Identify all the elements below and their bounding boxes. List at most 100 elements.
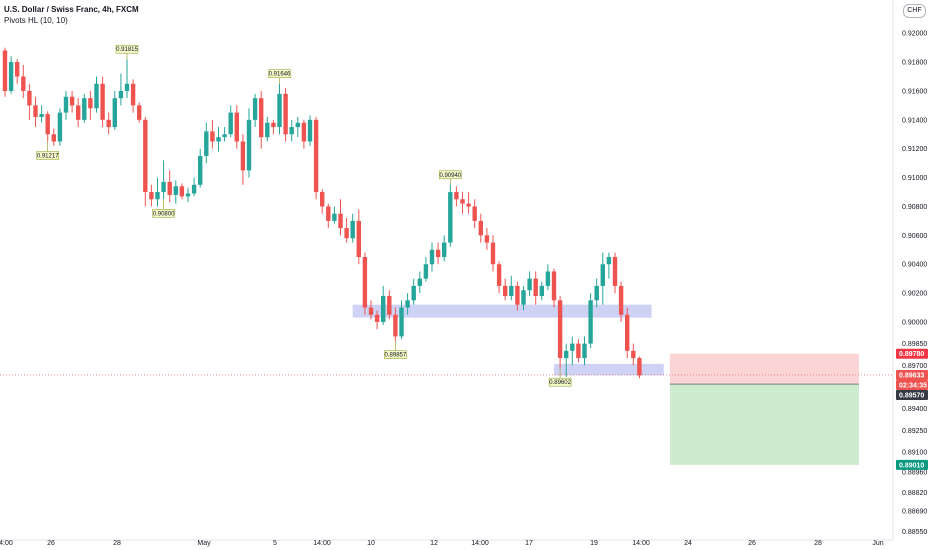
candle[interactable] [393,314,398,337]
candle[interactable] [435,249,441,258]
candle[interactable] [564,350,569,359]
candle[interactable] [557,300,563,359]
candle[interactable] [51,134,56,142]
candle[interactable] [246,119,252,171]
candle[interactable] [374,314,380,322]
support-zone[interactable] [554,363,664,376]
candle[interactable] [326,206,331,221]
candle[interactable] [45,114,50,135]
candle[interactable] [210,131,215,142]
candle[interactable] [411,285,416,301]
candle[interactable] [33,105,38,117]
take-profit-zone[interactable] [669,384,859,465]
candle[interactable] [271,122,276,128]
candle[interactable] [582,343,587,359]
candle[interactable] [472,206,477,221]
candle[interactable] [594,285,599,301]
candle[interactable] [179,186,185,197]
candle[interactable] [533,278,538,296]
candle[interactable] [228,112,233,135]
candle[interactable] [442,242,447,258]
candle[interactable] [130,83,136,106]
candle[interactable] [100,83,105,120]
candle[interactable] [320,192,325,207]
candle[interactable] [381,295,386,322]
candle[interactable] [283,93,288,135]
candle[interactable] [88,98,93,109]
candle[interactable] [155,192,160,200]
currency-badge[interactable]: CHF [903,4,926,18]
candle[interactable] [405,300,410,308]
candle[interactable] [198,155,203,185]
candle[interactable] [454,192,459,200]
stop-loss-zone[interactable] [669,353,859,385]
candle[interactable] [234,112,239,142]
candle[interactable] [429,249,435,265]
candle[interactable] [277,93,282,128]
candle[interactable] [173,186,178,195]
candle[interactable] [387,295,392,315]
candle[interactable] [252,98,258,120]
candle[interactable] [185,193,191,197]
candle[interactable] [344,228,349,239]
candle[interactable] [484,235,490,243]
candle[interactable] [368,307,374,315]
candle[interactable] [332,213,337,221]
candle[interactable] [112,98,117,128]
candle[interactable] [362,257,368,308]
candle[interactable] [39,114,44,117]
candle[interactable] [76,105,81,120]
candle[interactable] [618,285,624,315]
candle[interactable] [204,131,209,156]
candle[interactable] [94,83,99,109]
candle[interactable] [15,62,20,77]
candle[interactable] [466,203,471,207]
candle[interactable] [399,307,404,337]
candle[interactable] [106,119,111,128]
candle[interactable] [570,343,575,351]
candle[interactable] [576,343,581,359]
support-zone[interactable] [352,304,652,318]
price-axis[interactable] [893,0,932,550]
candle[interactable] [216,137,221,142]
candle[interactable] [356,220,361,258]
candle[interactable] [2,50,8,91]
candle[interactable] [259,98,264,138]
candle[interactable] [167,181,172,195]
candle[interactable] [448,192,453,243]
candle[interactable] [503,285,508,296]
candle[interactable] [161,181,166,193]
candle[interactable] [21,76,26,91]
candle[interactable] [313,119,319,193]
candle[interactable] [509,285,514,296]
candle[interactable] [295,122,300,128]
candle[interactable] [338,213,343,229]
candle[interactable] [27,90,32,106]
candle[interactable] [496,264,502,286]
candle[interactable] [545,271,551,286]
candle[interactable] [8,62,14,91]
candle[interactable] [307,119,313,142]
candle[interactable] [82,98,87,120]
candle[interactable] [490,242,496,265]
candle[interactable] [137,105,142,120]
candle[interactable] [637,358,642,376]
candle[interactable] [515,285,520,305]
candle[interactable] [539,285,544,296]
candle[interactable] [69,96,75,106]
candle[interactable] [301,122,307,142]
candle[interactable] [57,112,63,142]
candle[interactable] [460,199,465,204]
candle[interactable] [600,264,605,286]
candle[interactable] [625,314,630,351]
candle[interactable] [612,257,618,286]
candle[interactable] [350,220,355,239]
candle[interactable] [417,278,422,286]
candle[interactable] [149,192,154,200]
candle[interactable] [289,127,294,135]
candle[interactable] [606,257,612,265]
candle[interactable] [63,96,69,113]
candle[interactable] [478,220,483,236]
candle[interactable] [521,290,526,305]
